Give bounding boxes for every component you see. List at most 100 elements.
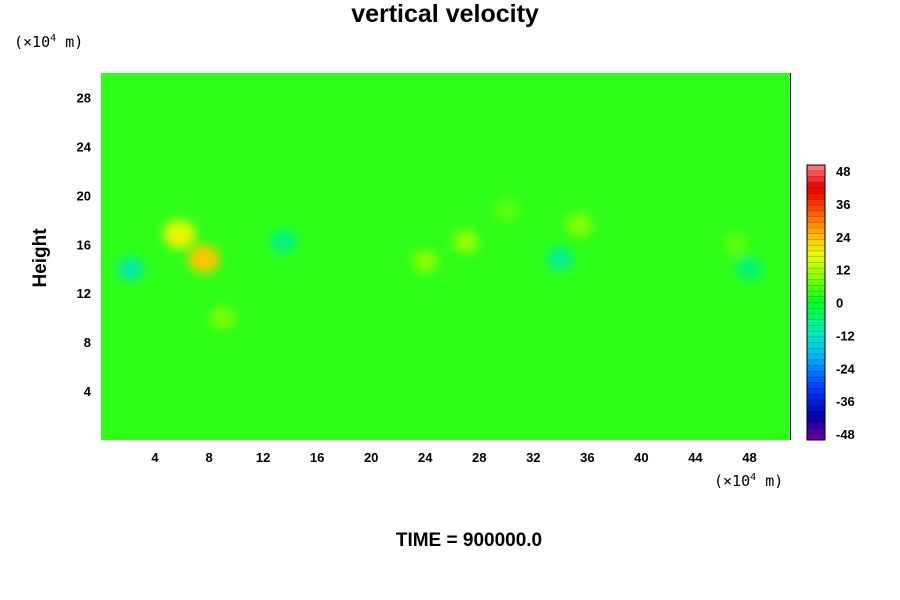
- colorbar-band: [807, 279, 825, 286]
- y-tick-label: 28: [77, 90, 91, 105]
- colorbar-band: [807, 245, 825, 252]
- colorbar-band: [807, 222, 825, 229]
- x-axis-unit: (×104 m): [714, 472, 784, 490]
- colorbar-band: [807, 348, 825, 355]
- x-tick-label: 4: [151, 450, 159, 465]
- colorbar-band: [807, 399, 825, 406]
- heatmap-feature: [722, 232, 749, 256]
- colorbar-band: [807, 411, 825, 418]
- x-tick-label: 40: [634, 450, 648, 465]
- heatmap-field: [101, 73, 790, 440]
- colorbar-band: [807, 388, 825, 395]
- colorbar-band: [807, 417, 825, 424]
- colorbar-band: [807, 250, 825, 257]
- colorbar-band: [807, 434, 825, 441]
- colorbar-band: [807, 268, 825, 275]
- colorbar: 48 36 24 12 0 -12 -24 -36 -48: [806, 164, 856, 442]
- colorbar-band: [807, 422, 825, 429]
- colorbar-tick-label: -48: [836, 427, 855, 442]
- heatmap-feature: [736, 257, 763, 281]
- heatmap-feature: [412, 249, 439, 274]
- heatmap-feature: [270, 230, 297, 254]
- y-tick-label: 16: [77, 237, 91, 252]
- colorbar-band: [807, 165, 825, 172]
- x-tick-label: 28: [472, 450, 486, 465]
- heatmap-feature: [117, 257, 144, 281]
- y-tick-label: 12: [77, 286, 91, 301]
- y-axis-unit-label: m: [65, 33, 75, 51]
- colorbar-band: [807, 193, 825, 200]
- x-tick-label: 12: [256, 450, 270, 465]
- heatmap-feature: [187, 244, 220, 274]
- colorbar-tick-label: 24: [836, 230, 851, 245]
- x-tick-label: 20: [364, 450, 378, 465]
- colorbar-tick-label: 0: [836, 296, 843, 311]
- colorbar-band: [807, 336, 825, 343]
- colorbar-tick-label: -36: [836, 394, 855, 409]
- colorbar-band: [807, 228, 825, 235]
- colorbar-band: [807, 233, 825, 240]
- x-tick-label: 24: [418, 450, 433, 465]
- colorbar-band: [807, 302, 825, 309]
- y-tick-label: 20: [77, 188, 91, 203]
- heatmap-feature: [566, 212, 593, 237]
- heatmap-feature: [547, 247, 574, 271]
- y-axis-exponent: 4: [50, 33, 57, 44]
- y-tick-label: 8: [84, 335, 91, 350]
- colorbar-band: [807, 319, 825, 326]
- x-axis-exponent: 4: [750, 472, 757, 483]
- chart-title: vertical velocity: [351, 0, 539, 28]
- colorbar-band: [807, 256, 825, 263]
- colorbar-band: [807, 428, 825, 435]
- time-footer: TIME = 900000.0: [395, 530, 543, 551]
- x-tick-label: 44: [688, 450, 703, 465]
- x-axis-ticks: 4 8 12 16 20 24 28 32 36 40 44 48: [151, 450, 756, 465]
- colorbar-band: [807, 216, 825, 223]
- y-axis-ticks: 4 8 12 16 20 24 28: [77, 90, 92, 399]
- colorbar-band: [807, 176, 825, 183]
- colorbar-tick-label: 48: [836, 164, 850, 179]
- colorbar-band: [807, 296, 825, 303]
- colorbar-tick-label: -24: [836, 361, 856, 376]
- colorbar-band: [807, 376, 825, 384]
- colorbar-band: [807, 359, 825, 366]
- colorbar-band: [807, 394, 825, 401]
- x-tick-label: 48: [742, 450, 756, 465]
- heatmap-feature: [163, 220, 196, 249]
- colorbar-band: [807, 371, 825, 378]
- colorbar-band: [807, 262, 825, 269]
- colorbar-band: [807, 331, 825, 338]
- colorbar-band: [807, 382, 825, 389]
- colorbar-band: [807, 405, 825, 412]
- heatmap-feature: [209, 305, 236, 330]
- colorbar-band: [807, 313, 825, 320]
- colorbar-frame: [806, 164, 826, 441]
- colorbar-tick-label: -12: [836, 328, 855, 343]
- colorbar-tick-label: 36: [836, 197, 850, 212]
- x-tick-label: 8: [205, 450, 212, 465]
- x-tick-label: 16: [310, 450, 324, 465]
- x-tick-label: 36: [580, 450, 594, 465]
- colorbar-band: [807, 285, 825, 292]
- colorbar-band: [807, 187, 825, 194]
- y-axis-unit: (×104 m): [14, 33, 84, 51]
- colorbar-band: [807, 325, 825, 332]
- colorbar-band: [807, 308, 825, 315]
- colorbar-band: [807, 182, 825, 189]
- colorbar-band: [807, 273, 825, 280]
- colorbar-band: [807, 205, 825, 212]
- heatmap-feature: [493, 198, 520, 222]
- colorbar-band: [807, 170, 825, 177]
- y-tick-label: 4: [84, 384, 92, 399]
- x-axis-unit-label: m: [765, 472, 775, 490]
- colorbar-band: [807, 199, 825, 206]
- colorbar-band: [807, 342, 825, 349]
- colorbar-band: [807, 210, 825, 217]
- colorbar-band: [807, 354, 825, 361]
- colorbar-band: [807, 365, 825, 372]
- colorbar-band: [807, 239, 825, 246]
- y-tick-label: 24: [77, 139, 92, 154]
- colorbar-band: [807, 291, 825, 298]
- heatmap-feature: [452, 230, 479, 254]
